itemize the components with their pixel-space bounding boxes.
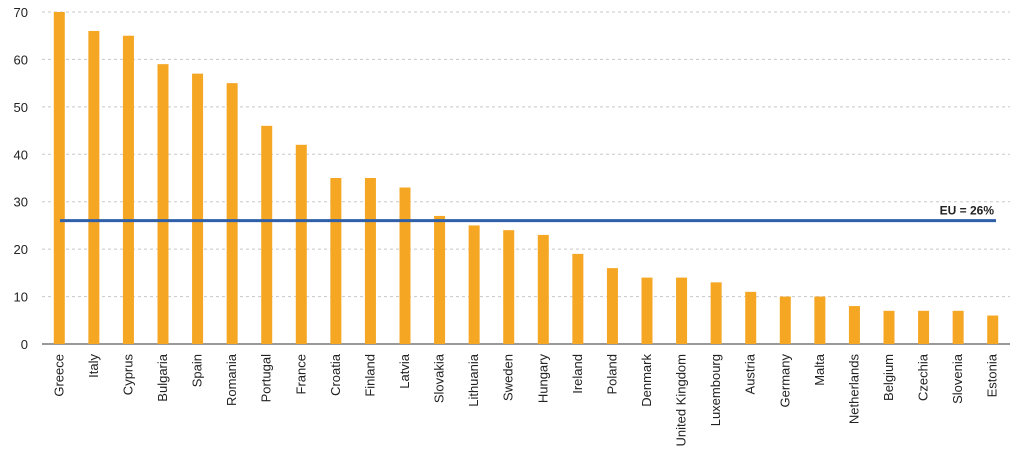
eu-average-label: EU = 26% (940, 204, 995, 218)
x-category-label: Ireland (570, 354, 585, 394)
bar-denmark (641, 277, 653, 344)
y-tick-label: 0 (21, 337, 28, 352)
x-axis-labels: Greece Italy Cyprus Bulgaria Spain Romania Por… (51, 353, 999, 446)
x-category-label: Slovenia (950, 353, 965, 404)
bar-portugal (261, 125, 273, 344)
bar-czechia (918, 310, 930, 344)
bar-latvia (399, 187, 411, 344)
bar-romania (226, 83, 238, 345)
bars (53, 12, 999, 345)
x-category-label: Sweden (501, 354, 516, 401)
x-category-label: Netherlands (846, 354, 861, 425)
bar-estonia (987, 315, 999, 344)
x-category-label: Italy (86, 354, 101, 378)
x-category-label: Lithuania (466, 353, 481, 407)
x-category-label: Latvia (397, 353, 412, 388)
bar-belgium (883, 310, 895, 344)
y-tick-label: 20 (14, 242, 28, 257)
x-category-label: Hungary (535, 354, 550, 404)
x-category-label: France (293, 354, 308, 394)
x-category-label: Croatia (328, 353, 343, 396)
bar-france (295, 144, 307, 344)
x-category-label: Estonia (985, 353, 1000, 397)
bar-bulgaria (157, 64, 169, 345)
bar-united-kingdom (676, 277, 688, 344)
y-tick-label: 40 (14, 147, 28, 162)
bar-lithuania (468, 225, 480, 344)
bar-spain (192, 73, 204, 345)
x-category-label: Spain (190, 354, 205, 387)
bar-germany (779, 296, 791, 344)
x-category-label: Slovakia (432, 353, 447, 403)
bar-netherlands (848, 306, 860, 344)
y-axis: 0 10 20 30 40 50 60 70 (14, 5, 28, 352)
bar-hungary (537, 234, 549, 344)
x-category-label: Luxembourg (708, 354, 723, 426)
x-category-label: Bulgaria (155, 353, 170, 401)
x-category-label: Romania (224, 353, 239, 406)
bar-malta (814, 296, 826, 344)
bar-luxembourg (710, 282, 722, 344)
x-category-label: Poland (604, 354, 619, 394)
bar-finland (364, 178, 376, 344)
bar-greece (53, 12, 65, 344)
bar-sweden (503, 230, 515, 344)
bar-italy (88, 30, 100, 344)
bar-slovakia (434, 215, 446, 344)
x-category-label: Denmark (639, 354, 654, 407)
bar-cyprus (122, 35, 134, 344)
x-category-label: Cyprus (120, 354, 135, 396)
bar-poland (606, 268, 618, 344)
bar-ireland (572, 253, 584, 344)
bar-slovenia (952, 310, 964, 344)
y-tick-label: 10 (14, 290, 28, 305)
x-category-label: Czechia (916, 353, 931, 401)
x-category-label: Finland (362, 354, 377, 397)
eu-average-reference: EU = 26% (60, 204, 996, 223)
x-category-label: Greece (51, 354, 66, 397)
bar-croatia (330, 178, 342, 344)
x-category-label: Belgium (881, 354, 896, 401)
y-tick-label: 60 (14, 52, 28, 67)
x-category-label: United Kingdom (674, 354, 689, 447)
y-tick-label: 70 (14, 5, 28, 20)
y-tick-label: 50 (14, 100, 28, 115)
bar-austria (745, 291, 757, 344)
x-category-label: Germany (777, 354, 792, 408)
grid-lines (42, 11, 1010, 345)
x-category-label: Malta (812, 353, 827, 386)
x-category-label: Austria (743, 353, 758, 394)
y-tick-label: 30 (14, 195, 28, 210)
x-category-label: Portugal (259, 354, 274, 403)
